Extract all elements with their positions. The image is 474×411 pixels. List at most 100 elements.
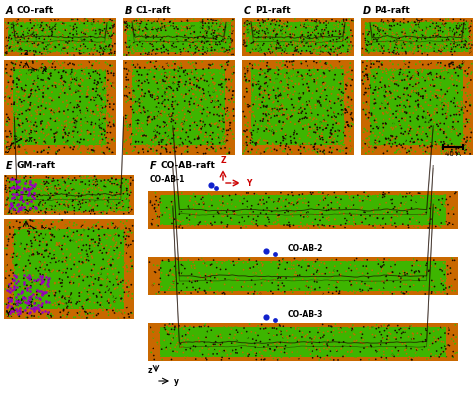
Point [416, 190, 424, 196]
Point [45, 191, 52, 197]
Point [314, 346, 322, 353]
Point [41, 256, 48, 262]
Point [426, 107, 433, 114]
Point [327, 98, 335, 104]
Point [83, 297, 91, 303]
Point [240, 148, 248, 154]
Point [378, 354, 385, 361]
Point [82, 51, 90, 57]
Point [287, 204, 295, 210]
Point [266, 328, 274, 335]
Point [292, 269, 300, 275]
Point [317, 23, 324, 30]
Point [398, 77, 406, 83]
Point [260, 281, 268, 287]
Point [9, 136, 16, 143]
Point [365, 73, 373, 80]
Point [165, 257, 173, 263]
Point [432, 355, 439, 362]
Point [212, 148, 220, 155]
Point [328, 99, 336, 105]
Point [313, 135, 321, 142]
Point [3, 144, 10, 151]
Point [57, 241, 65, 247]
Point [262, 224, 270, 231]
Point [224, 35, 232, 41]
Point [78, 65, 85, 72]
Point [427, 36, 435, 42]
Point [309, 44, 317, 51]
Point [146, 258, 153, 265]
Point [464, 84, 471, 90]
Point [206, 109, 214, 116]
Point [467, 102, 474, 108]
Point [210, 131, 218, 137]
Point [171, 111, 179, 117]
Point [305, 192, 313, 198]
Point [99, 244, 107, 251]
Point [419, 48, 427, 55]
Point [414, 125, 422, 132]
Point [405, 64, 412, 70]
Point [416, 275, 424, 281]
Point [390, 66, 397, 72]
Point [300, 24, 307, 30]
Point [135, 25, 142, 32]
Point [262, 111, 270, 118]
Point [451, 350, 459, 357]
Point [427, 32, 434, 38]
Point [465, 114, 472, 121]
Point [140, 31, 148, 38]
Point [148, 282, 156, 289]
Point [262, 34, 270, 41]
Point [174, 38, 182, 45]
Point [416, 61, 424, 68]
Point [39, 31, 47, 38]
Point [110, 46, 118, 53]
Point [432, 337, 439, 343]
Point [81, 182, 88, 189]
Point [275, 127, 283, 133]
Point [46, 50, 54, 57]
Point [337, 111, 344, 118]
Point [329, 40, 337, 47]
Point [12, 128, 20, 134]
Point [29, 315, 36, 321]
Point [321, 104, 328, 110]
Point [327, 48, 334, 54]
Point [346, 19, 354, 26]
Point [92, 192, 100, 199]
Point [404, 49, 411, 56]
Point [113, 239, 120, 246]
Point [436, 209, 444, 216]
Point [373, 321, 380, 328]
Point [7, 131, 15, 138]
Point [418, 41, 426, 47]
Point [395, 351, 403, 358]
Point [438, 46, 446, 53]
Point [32, 36, 40, 43]
Point [76, 274, 83, 280]
Point [91, 45, 98, 52]
Point [364, 24, 372, 31]
Point [173, 66, 180, 73]
Point [155, 143, 162, 150]
Point [39, 274, 46, 281]
Point [74, 35, 82, 42]
Point [130, 94, 137, 101]
Point [380, 48, 388, 54]
Point [92, 80, 100, 86]
Point [460, 120, 468, 127]
Point [252, 43, 260, 49]
Point [98, 47, 105, 54]
Point [453, 208, 461, 215]
Point [146, 32, 154, 39]
Point [10, 310, 18, 316]
Point [464, 109, 472, 116]
Point [31, 200, 39, 206]
Point [282, 19, 289, 26]
Point [209, 64, 217, 71]
Point [94, 59, 102, 65]
Point [315, 60, 323, 67]
Point [73, 222, 81, 228]
